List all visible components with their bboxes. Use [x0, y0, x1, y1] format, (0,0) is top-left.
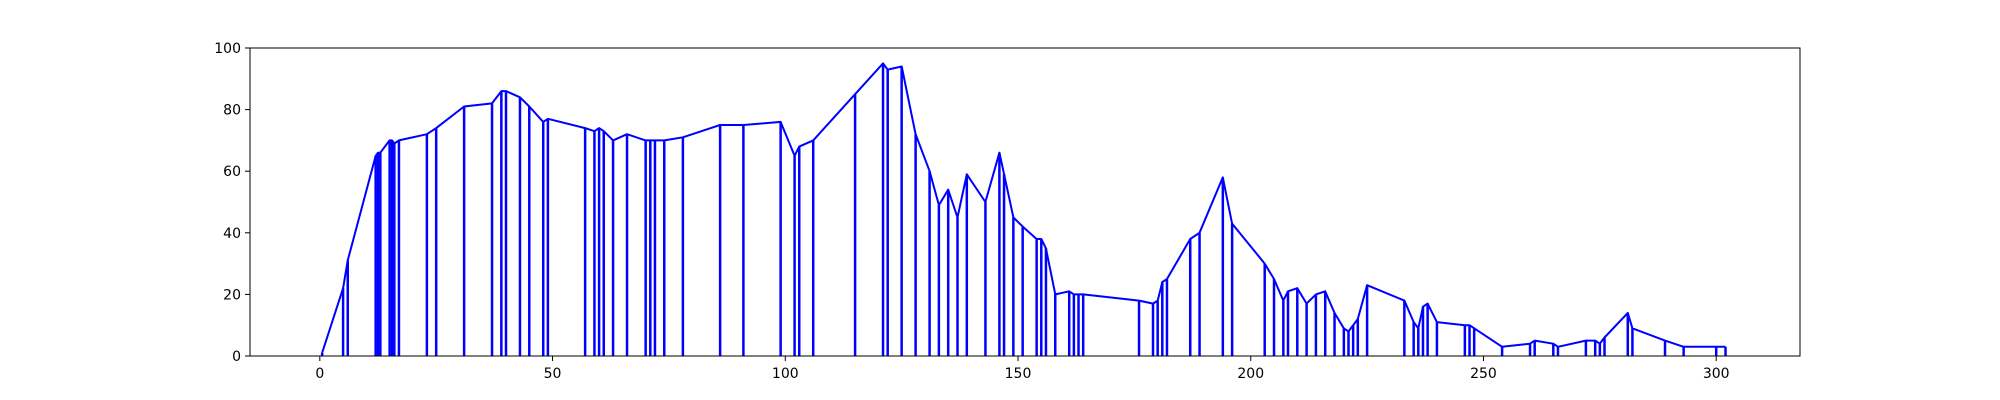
- x-tick-label: 0: [315, 366, 324, 382]
- y-tick-label: 0: [232, 349, 241, 365]
- x-tick-label: 250: [1470, 366, 1497, 382]
- plot-frame: [249, 47, 1801, 357]
- y-tick-label: 40: [223, 226, 241, 242]
- x-axis: 0 50 100 150 200 250 300: [315, 356, 1730, 382]
- x-tick-label: 200: [1237, 366, 1264, 382]
- x-tick-label: 100: [772, 366, 799, 382]
- y-tick-label: 100: [214, 41, 241, 57]
- x-tick-label: 150: [1005, 366, 1032, 382]
- x-tick-label: 50: [544, 366, 562, 382]
- y-tick-label: 80: [223, 103, 241, 119]
- series-line: [321, 62, 1726, 354]
- x-tick-label: 300: [1703, 366, 1730, 382]
- chart-marks: [320, 62, 1727, 356]
- y-tick-label: 60: [223, 164, 241, 180]
- y-axis: 0 20 40 60 80 100: [214, 41, 250, 365]
- y-tick-label: 20: [223, 287, 241, 303]
